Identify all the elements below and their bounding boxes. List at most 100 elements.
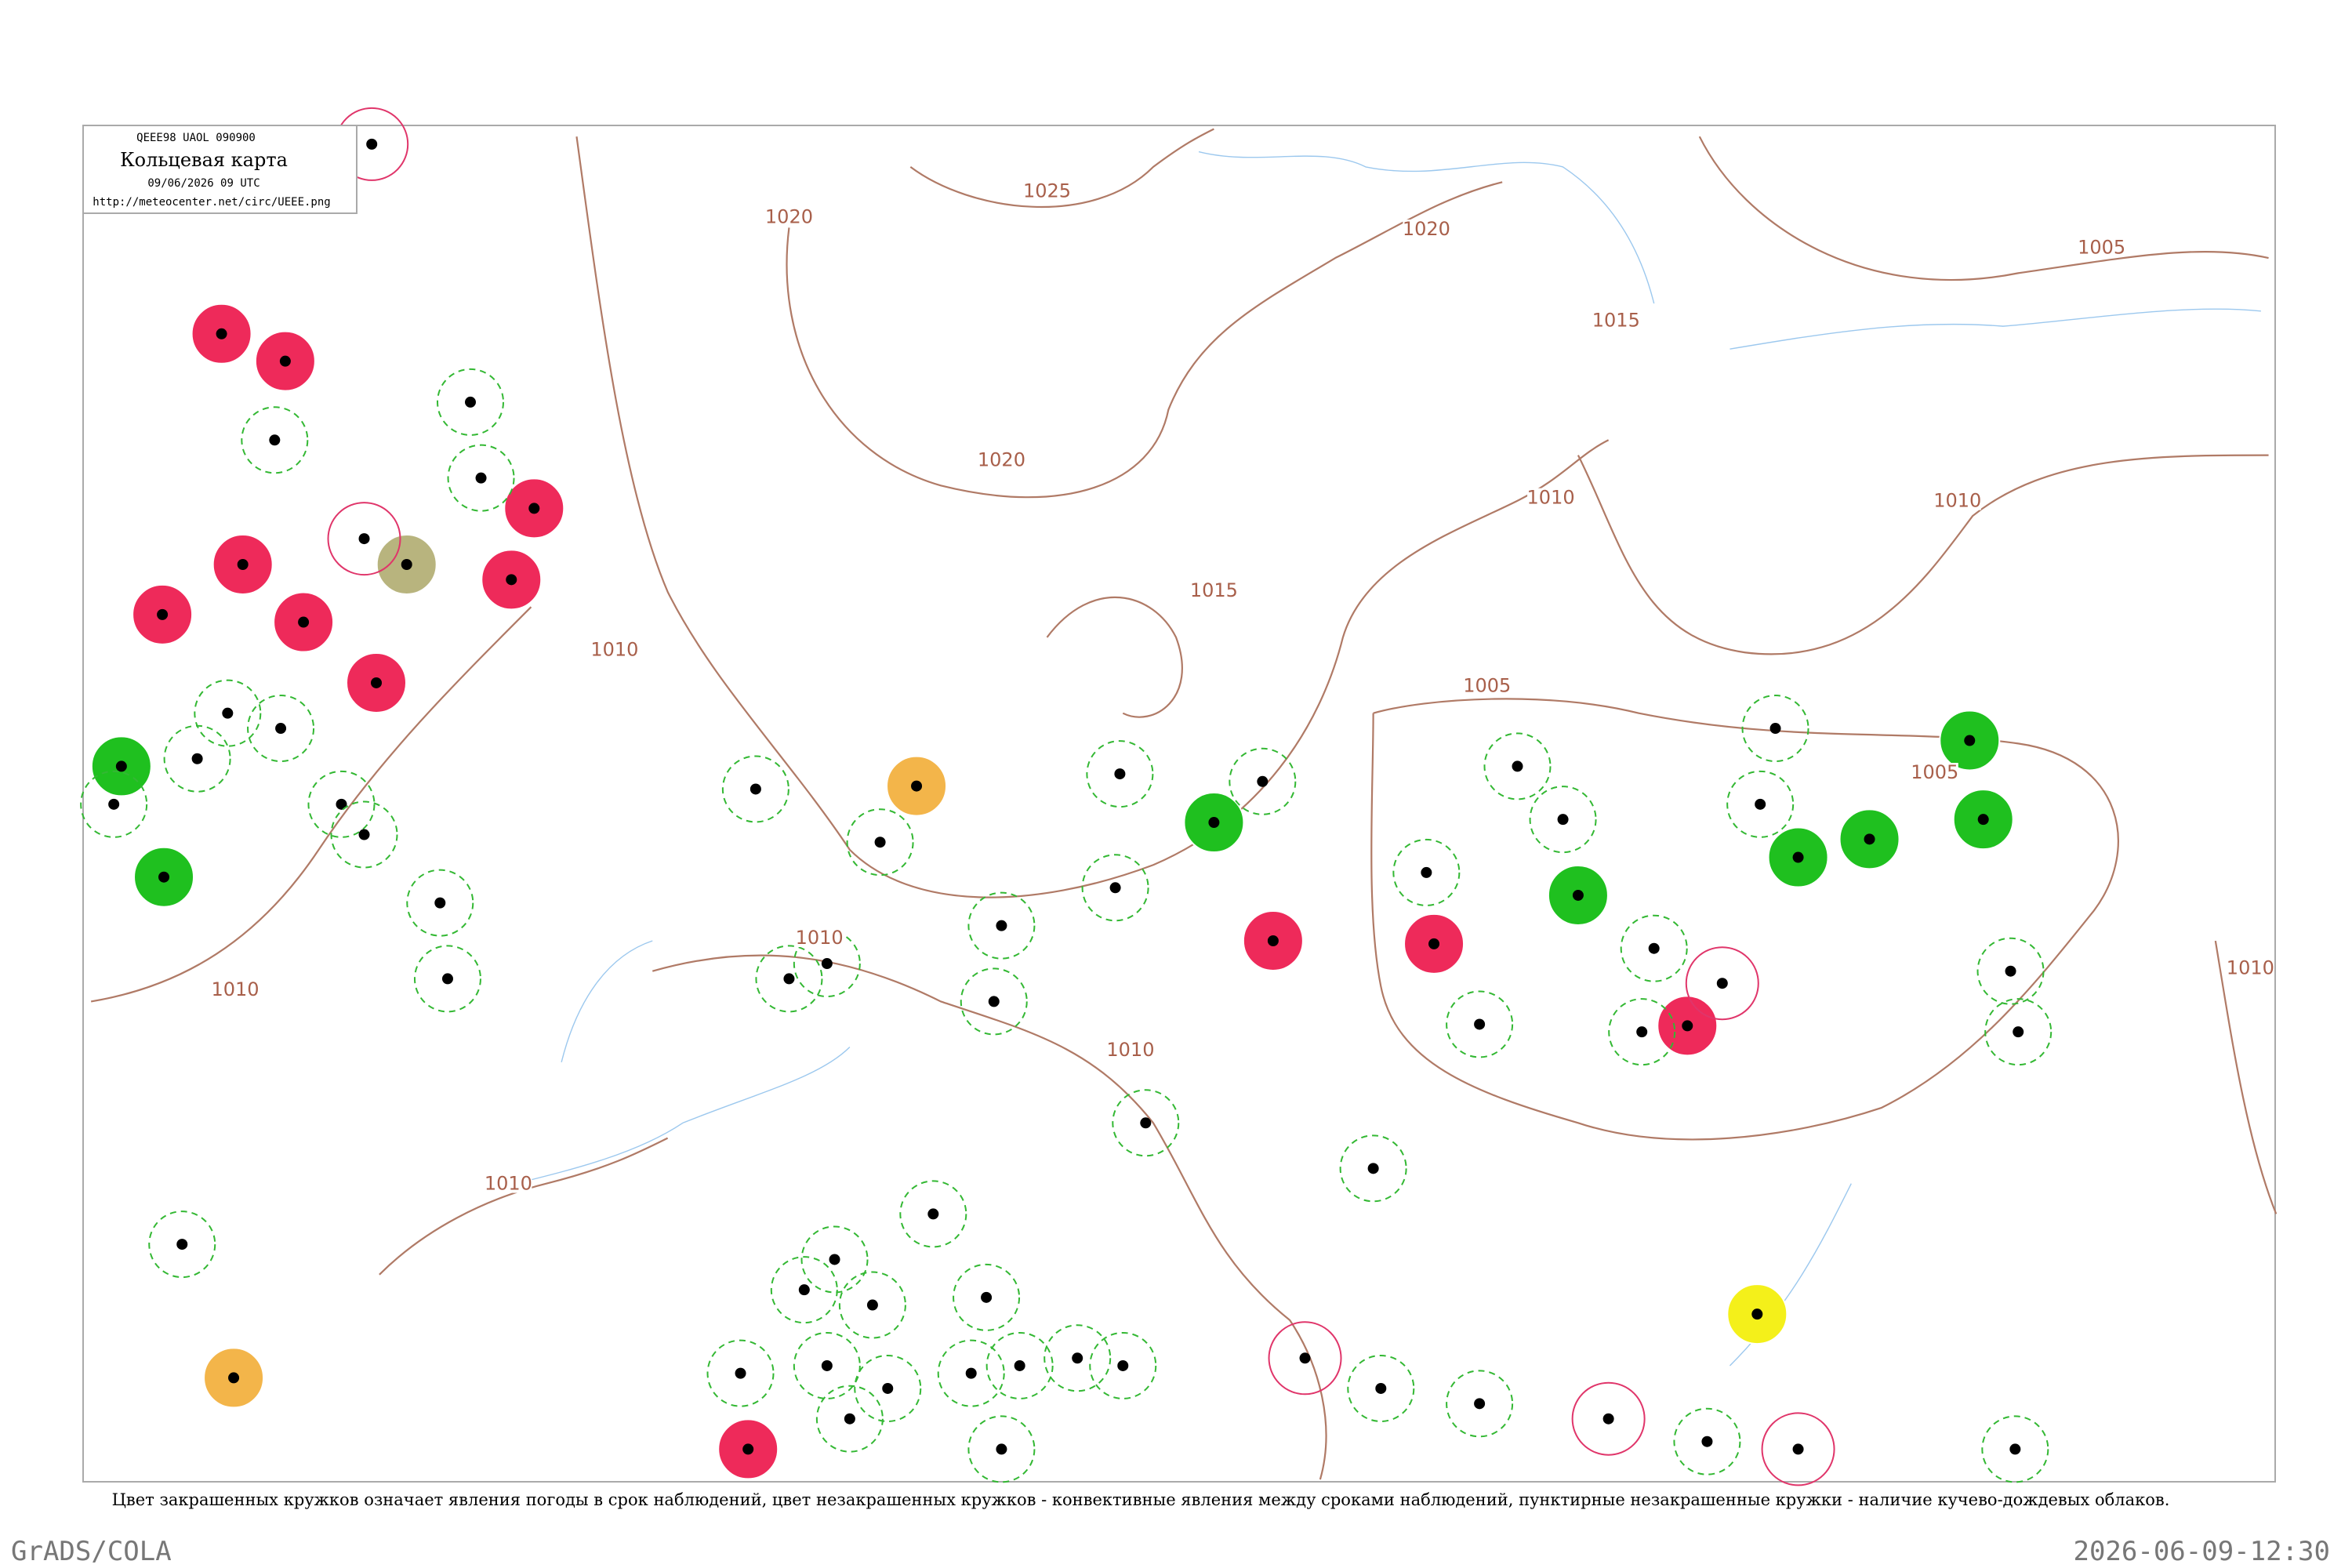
station-dot <box>1964 735 1976 746</box>
station-dot <box>158 871 170 883</box>
isobar-label-bg <box>1023 181 1071 201</box>
cb-circle <box>307 770 376 838</box>
river <box>516 941 850 1184</box>
coastline <box>1730 309 2260 349</box>
footer-right: 2026-06-09-12:30 <box>2073 1536 2330 1567</box>
rivers-coast <box>516 152 2261 1366</box>
station-dot <box>1716 978 1728 989</box>
station-dot <box>1792 1443 1804 1455</box>
cb-circle <box>413 945 481 1013</box>
isobar-label: 1010 <box>796 927 844 949</box>
station-dot <box>1109 882 1121 894</box>
cb-circle <box>793 1331 861 1399</box>
station-dot <box>366 138 378 150</box>
isobar-label-bg <box>1933 491 1981 510</box>
station-dot <box>735 1367 746 1379</box>
station-dot <box>882 1382 894 1394</box>
caption: Цвет закрашенных кружков означает явлени… <box>112 1490 2170 1509</box>
cb-circle <box>194 679 262 747</box>
station-dot <box>1792 851 1804 863</box>
cb-circle <box>1229 747 1297 815</box>
isobar-label-bg <box>1911 763 1958 782</box>
station-dot <box>108 798 120 810</box>
cb-circle <box>80 770 148 838</box>
station-dot <box>506 574 517 586</box>
cb-circle <box>241 406 309 474</box>
isobar <box>1700 136 2269 280</box>
coastline <box>1199 152 1654 304</box>
cb-circle <box>1339 1134 1407 1203</box>
cb-circle <box>1112 1089 1180 1157</box>
map-lines <box>91 129 2276 1480</box>
isobar-label: 1020 <box>978 448 1025 470</box>
cb-circle <box>1089 1331 1157 1399</box>
cb-circle <box>1347 1354 1415 1422</box>
cb-circle <box>1086 740 1154 808</box>
cb-circle <box>1608 998 1676 1066</box>
cb-circle <box>1976 937 2045 1005</box>
station-dot <box>237 559 249 571</box>
station-dot <box>1114 768 1126 780</box>
isobar-label: 1010 <box>1933 490 1981 512</box>
station-dot <box>216 328 227 339</box>
cb-circle <box>1981 1415 2049 1483</box>
isobar <box>2216 941 2276 1214</box>
isobar-label: 1010 <box>590 638 638 660</box>
isobar-labels: 1020 1025 1020 1015 1005 1020 1010 1010 1015 1010… <box>211 180 2274 1195</box>
station-dot <box>401 559 412 571</box>
station-dot <box>1572 889 1584 901</box>
cb-circle <box>1081 854 1149 922</box>
station-dot <box>1299 1352 1311 1364</box>
isobar <box>91 607 531 1001</box>
station-dot <box>157 608 169 620</box>
cb-circle <box>247 695 315 763</box>
station-dot <box>1428 938 1440 949</box>
cb-circle <box>163 724 231 793</box>
station-dot <box>1682 1020 1693 1032</box>
cb-circle <box>937 1339 1005 1407</box>
isobar-label-bg <box>212 979 260 999</box>
station-dot <box>2009 1443 2021 1455</box>
cb-circle <box>846 808 914 877</box>
isobar-label-bg <box>1190 580 1238 600</box>
isobar-label: 1010 <box>1527 487 1575 509</box>
station-dot <box>821 958 833 970</box>
isobar <box>652 956 1326 1480</box>
station-dot <box>1701 1436 1713 1447</box>
station-dot <box>874 837 886 848</box>
cb-circle <box>406 869 474 937</box>
station-dot <box>1117 1359 1129 1371</box>
station-dot <box>996 920 1007 931</box>
isobar-label: 1005 <box>2078 236 2125 258</box>
isobar-label: 1020 <box>1403 218 1450 240</box>
cb-circle <box>985 1331 1054 1399</box>
station-dot <box>279 355 291 367</box>
station-dot <box>115 760 127 772</box>
station-dot <box>2005 965 2016 977</box>
station-dot <box>371 677 383 688</box>
station-dot <box>358 829 370 840</box>
isobar <box>1578 456 2269 655</box>
cb-circle <box>148 1210 216 1279</box>
isobar-label: 1010 <box>485 1173 532 1195</box>
station-dot <box>911 780 923 792</box>
station-dot <box>996 1443 1007 1455</box>
cb-circle <box>960 967 1028 1036</box>
cb-circle <box>1529 786 1597 854</box>
station-dot <box>1267 935 1279 947</box>
station-dot <box>783 973 795 985</box>
isobar-label: 1010 <box>211 978 259 1000</box>
cb-circle <box>1984 998 2053 1066</box>
isobar-label-bg <box>2227 958 2274 978</box>
convective-circle <box>1685 946 1759 1021</box>
isobar-label-bg <box>590 640 638 659</box>
station-dot <box>528 503 540 514</box>
isobar-label-bg <box>1403 220 1450 239</box>
station-dot <box>1257 775 1269 787</box>
cb-circle <box>1483 732 1552 800</box>
station-dot <box>1512 760 1523 772</box>
station-circles <box>80 107 2053 1486</box>
convective-circle <box>327 502 401 576</box>
convective-circle <box>1268 1321 1342 1396</box>
isobar-label: 1025 <box>1023 180 1071 202</box>
